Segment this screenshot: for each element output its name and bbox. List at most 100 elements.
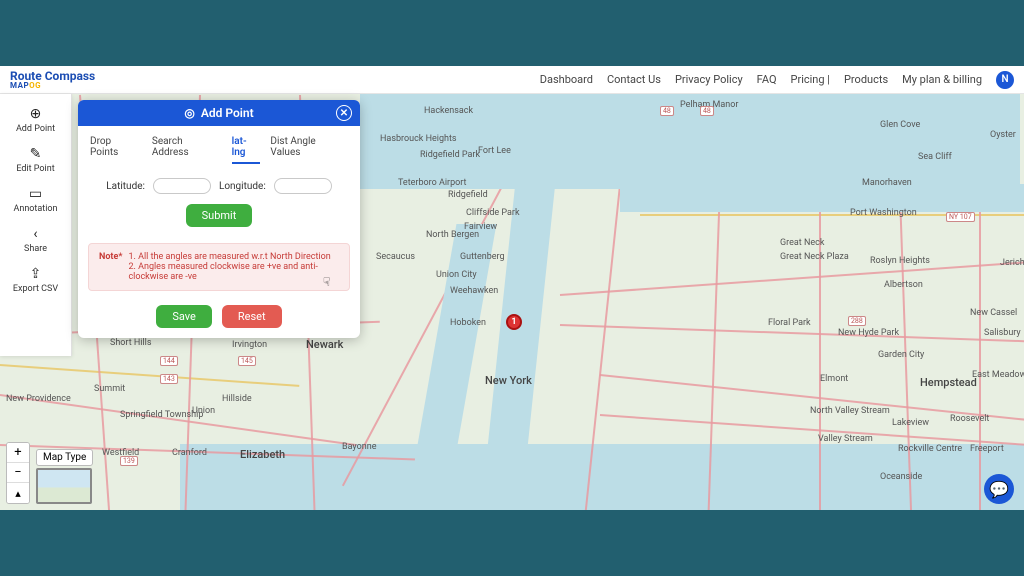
- tool-annotation[interactable]: ▭ Annotation: [0, 180, 71, 220]
- export-icon: ⇪: [30, 266, 42, 282]
- map-place-label: Rockville Centre: [898, 444, 962, 454]
- latitude-label: Latitude:: [106, 181, 145, 192]
- tab-dist-angle[interactable]: Dist Angle Values: [270, 136, 348, 164]
- map-place-label: Fairview: [464, 222, 497, 232]
- highway-badge: 48: [700, 106, 714, 116]
- map-place-label: Hackensack: [424, 106, 473, 116]
- nav-contact[interactable]: Contact Us: [607, 73, 661, 86]
- map-place-label: Newark: [306, 338, 343, 351]
- panel-title: Add Point: [201, 106, 254, 120]
- topbar: Route Compass MAPOG Dashboard Contact Us…: [0, 66, 1024, 94]
- longitude-input[interactable]: [274, 178, 332, 194]
- nav-products[interactable]: Products: [844, 73, 888, 86]
- highway-badge: NY 107: [946, 212, 975, 222]
- map-place-label: Sea Cliff: [918, 152, 952, 162]
- map-marker-1[interactable]: 1: [506, 314, 522, 330]
- zoom-in-button[interactable]: +: [7, 443, 29, 463]
- nav-faq[interactable]: FAQ: [757, 73, 777, 86]
- save-button[interactable]: Save: [156, 305, 212, 328]
- app-frame: Route Compass MAPOG Dashboard Contact Us…: [0, 66, 1024, 510]
- cursor-icon: ☟: [323, 275, 330, 289]
- map-place-label: Freeport: [970, 444, 1004, 454]
- highway-badge: 48: [660, 106, 674, 116]
- map-place-label: Great Neck: [780, 238, 824, 248]
- map-place-label: Elizabeth: [240, 448, 285, 461]
- tool-label: Edit Point: [16, 164, 54, 174]
- nav-dashboard[interactable]: Dashboard: [540, 73, 593, 86]
- tool-label: Add Point: [16, 124, 55, 134]
- tool-export-csv[interactable]: ⇪ Export CSV: [0, 260, 71, 300]
- map-place-label: Jericho: [1000, 258, 1024, 268]
- nav-pricing[interactable]: Pricing |: [791, 73, 830, 86]
- tool-share[interactable]: ‹ Share: [0, 220, 71, 260]
- map-place-label: Roslyn Heights: [870, 256, 930, 266]
- tab-search-address[interactable]: Search Address: [152, 136, 222, 164]
- note-line-2: 2. Angles measured clockwise are +ve and…: [128, 262, 339, 282]
- logo-subtitle: MAPOG: [10, 82, 95, 90]
- map-place-label: New York: [485, 374, 532, 387]
- map-place-label: Summit: [94, 384, 125, 394]
- left-toolbar: ⊕ Add Point ✎ Edit Point ▭ Annotation ‹ …: [0, 94, 72, 356]
- map-place-label: Oyster: [990, 130, 1016, 140]
- panel-header: ◎ Add Point ✕: [78, 100, 360, 126]
- tab-lat-lng[interactable]: lat-lng: [232, 136, 261, 164]
- tool-label: Annotation: [13, 204, 57, 214]
- minimap[interactable]: [36, 468, 92, 504]
- plus-circle-icon: ⊕: [30, 106, 42, 122]
- nav-privacy[interactable]: Privacy Policy: [675, 73, 743, 86]
- map-place-label: Springfield Township: [120, 410, 203, 420]
- chat-button[interactable]: 💬: [984, 474, 1014, 504]
- map-place-label: East Meadow: [972, 370, 1024, 380]
- submit-button[interactable]: Submit: [186, 204, 253, 227]
- zoom-out-button[interactable]: −: [7, 463, 29, 483]
- highway-badge: 145: [238, 356, 256, 366]
- note-box: Note* 1. All the angles are measured w.r…: [88, 243, 350, 291]
- highway-badge: 143: [160, 374, 178, 384]
- map-place-label: New Providence: [6, 394, 71, 404]
- annotation-icon: ▭: [29, 186, 42, 202]
- latitude-input[interactable]: [153, 178, 211, 194]
- note-line-1: 1. All the angles are measured w.r.t Nor…: [128, 252, 339, 262]
- map-place-label: Hoboken: [450, 318, 486, 328]
- tab-drop-points[interactable]: Drop Points: [90, 136, 142, 164]
- highway-badge: 139: [120, 456, 138, 466]
- map-place-label: Garden City: [878, 350, 924, 360]
- workspace: 1 Pelham ManorGlen CoveSea CliffOysterMa…: [0, 94, 1024, 510]
- map-place-label: Albertson: [884, 280, 923, 290]
- note-prefix: Note*: [99, 252, 122, 282]
- share-icon: ‹: [33, 226, 37, 242]
- panel-tabs: Drop Points Search Address lat-lng Dist …: [78, 126, 360, 168]
- map-place-label: New Hyde Park: [838, 328, 899, 338]
- map-place-label: Valley Stream: [818, 434, 873, 444]
- add-point-panel: ◎ Add Point ✕ Drop Points Search Address…: [78, 100, 360, 338]
- highway-badge: 288: [848, 316, 866, 326]
- tool-label: Share: [24, 244, 47, 254]
- maptype-label[interactable]: Map Type: [36, 449, 93, 466]
- close-panel-button[interactable]: ✕: [336, 105, 352, 121]
- zoom-reset-button[interactable]: ▴: [7, 483, 29, 503]
- tool-edit-point[interactable]: ✎ Edit Point: [0, 140, 71, 180]
- map-place-label: Union City: [436, 270, 477, 280]
- avatar[interactable]: N: [996, 71, 1014, 89]
- logo[interactable]: Route Compass MAPOG: [10, 70, 95, 90]
- zoom-control: + − ▴: [6, 442, 30, 504]
- map-place-label: Roosevelt: [950, 414, 989, 424]
- map-place-label: Weehawken: [450, 286, 498, 296]
- map-place-label: Hempstead: [920, 376, 977, 389]
- map-place-label: Elmont: [820, 374, 848, 384]
- chat-icon: 💬: [989, 480, 1009, 499]
- map-place-label: Bayonne: [342, 442, 376, 452]
- latlng-form: Latitude: Longitude:: [78, 168, 360, 200]
- nav-plan-billing[interactable]: My plan & billing: [902, 73, 982, 86]
- map-place-label: Manorhaven: [862, 178, 912, 188]
- map-place-label: North Valley Stream: [810, 406, 890, 416]
- map-place-label: Hasbrouck Heights: [380, 134, 457, 144]
- reset-button[interactable]: Reset: [222, 305, 282, 328]
- tool-add-point[interactable]: ⊕ Add Point: [0, 100, 71, 140]
- map-place-label: Salisbury: [984, 328, 1021, 338]
- target-icon: ◎: [184, 106, 194, 120]
- map-place-label: Secaucus: [376, 252, 415, 262]
- pencil-icon: ✎: [30, 146, 42, 162]
- top-nav: Dashboard Contact Us Privacy Policy FAQ …: [540, 71, 1014, 89]
- map-place-label: Guttenberg: [460, 252, 505, 262]
